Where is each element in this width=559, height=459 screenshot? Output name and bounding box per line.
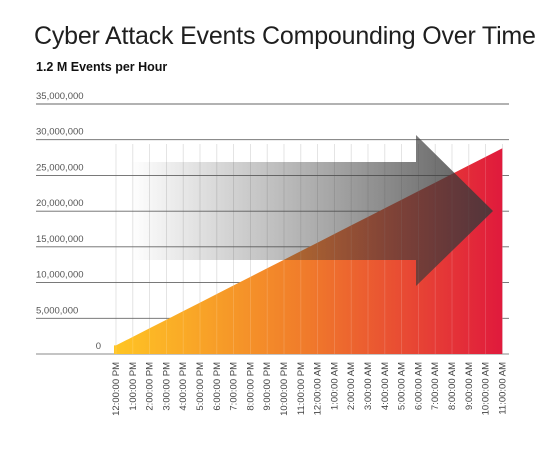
- x-axis: 12:00:00 PM 1:00:00 PM 2:00:00 PM 3:00:00 P…: [111, 362, 508, 416]
- x-tick-label: 3:00:00 AM: [363, 362, 374, 410]
- x-tick-label: 5:00:00 AM: [397, 362, 408, 410]
- x-tick-label: 8:00:00 AM: [447, 362, 458, 410]
- chart-title: Cyber Attack Events Compounding Over Tim…: [34, 22, 536, 50]
- x-tick-label: 1:00:00 AM: [329, 362, 340, 410]
- y-tick-label: 5,000,000: [36, 305, 78, 316]
- x-tick-label: 4:00:00 PM: [178, 362, 189, 411]
- trend-arrow-shape: [130, 135, 493, 286]
- x-tick-label: 12:00:00 PM: [111, 362, 122, 416]
- x-tick-label: 7:00:00 PM: [229, 362, 240, 411]
- y-tick-label: 0: [96, 341, 101, 352]
- x-tick-label: 6:00:00 PM: [212, 362, 223, 411]
- x-tick-label: 6:00:00 AM: [413, 362, 424, 410]
- chart-subtitle: 1.2 M Events per Hour: [36, 60, 168, 74]
- x-tick-label: 3:00:00 PM: [161, 362, 172, 411]
- x-tick-label: 1:00:00 PM: [128, 362, 139, 411]
- x-tick-label: 2:00:00 AM: [346, 362, 357, 410]
- x-tick-label: 11:00:00 PM: [296, 362, 307, 415]
- x-tick-label: 9:00:00 AM: [464, 362, 475, 410]
- y-tick-label: 10,000,000: [36, 270, 84, 281]
- x-tick-label: 10:00:00 AM: [481, 362, 492, 415]
- x-tick-label: 2:00:00 PM: [145, 362, 156, 411]
- x-tick-label: 9:00:00 PM: [262, 362, 273, 411]
- x-tick-label: 7:00:00 AM: [430, 362, 441, 410]
- y-tick-label: 25,000,000: [36, 162, 84, 173]
- x-tick-label: 11:00:00 AM: [497, 362, 508, 415]
- x-tick-label: 4:00:00 AM: [380, 362, 391, 410]
- trend-arrow: [130, 135, 493, 286]
- x-tick-label: 12:00:00 AM: [313, 362, 324, 415]
- y-tick-label: 20,000,000: [36, 198, 84, 209]
- y-tick-label: 30,000,000: [36, 127, 84, 138]
- y-axis: 0 5,000,000 10,000,000 15,000,000 20,000,000…: [36, 91, 101, 352]
- x-tick-label: 10:00:00 PM: [279, 362, 290, 416]
- x-tick-label: 8:00:00 PM: [245, 362, 256, 411]
- x-tick-label: 5:00:00 PM: [195, 362, 206, 411]
- y-tick-label: 35,000,000: [36, 91, 84, 102]
- y-tick-label: 15,000,000: [36, 234, 84, 245]
